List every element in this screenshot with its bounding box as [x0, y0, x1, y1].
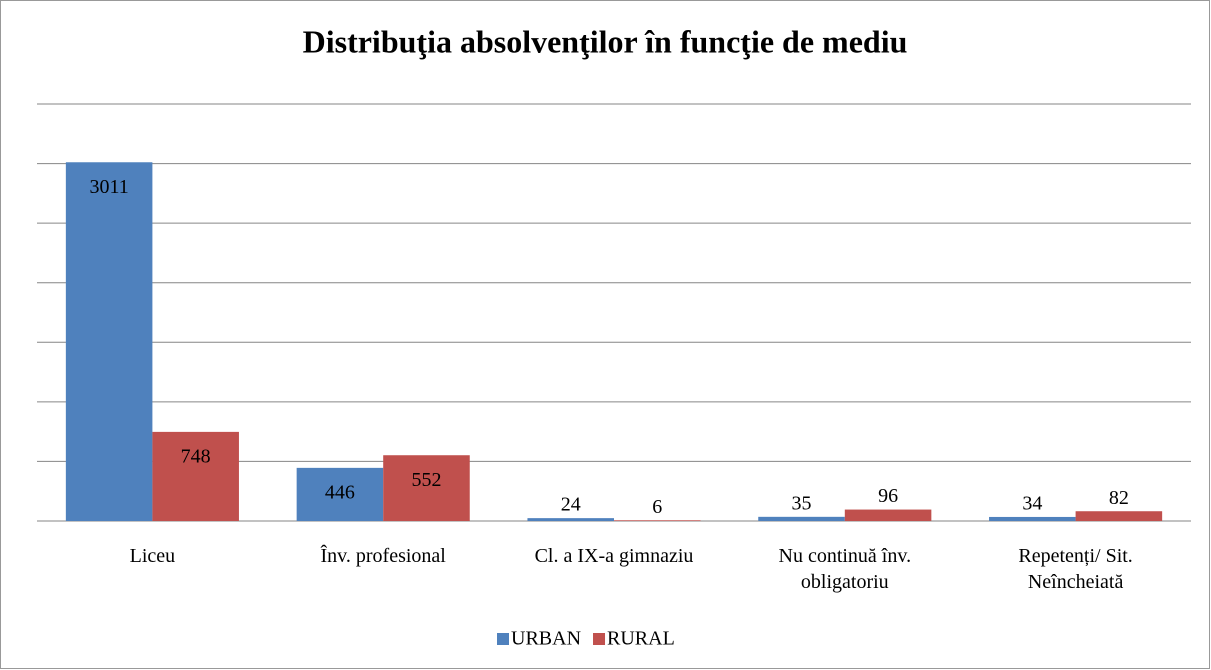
x-tick-label: Liceu: [129, 545, 176, 567]
x-tick-label: Înv. profesional: [320, 545, 446, 567]
data-label: 6: [652, 496, 662, 518]
x-tick-label: Nu continuă înv. obligatoriu: [778, 545, 912, 593]
data-label: 3011: [89, 176, 128, 198]
data-label: 552: [411, 469, 441, 491]
data-label: 82: [1109, 487, 1129, 509]
bar: [383, 455, 470, 521]
legend-swatch: [497, 633, 509, 645]
bar: [527, 518, 614, 521]
legend-label: URBAN: [511, 628, 581, 650]
data-label: 446: [325, 481, 355, 503]
bar: [614, 520, 701, 521]
data-label: 35: [792, 492, 812, 514]
legend-label: RURAL: [607, 628, 675, 650]
bar: [152, 431, 239, 521]
bar: [758, 516, 845, 521]
data-label: 96: [878, 485, 898, 507]
data-label: 34: [1022, 493, 1042, 515]
legend-swatch: [593, 633, 606, 645]
x-tick-label: Cl. a IX-a gimnaziu: [534, 545, 694, 567]
chart-title: Distribuţia absolvenţilor în funcţie de …: [303, 23, 908, 59]
data-label: 748: [181, 445, 211, 467]
bar: [844, 509, 932, 521]
bar: [296, 467, 384, 521]
bar: [1075, 511, 1163, 521]
bar: [989, 516, 1076, 521]
x-tick-label: Repetenți/ Sit. Neîncheiată: [1018, 545, 1133, 593]
bar: [65, 162, 153, 521]
data-label: 24: [561, 494, 581, 516]
